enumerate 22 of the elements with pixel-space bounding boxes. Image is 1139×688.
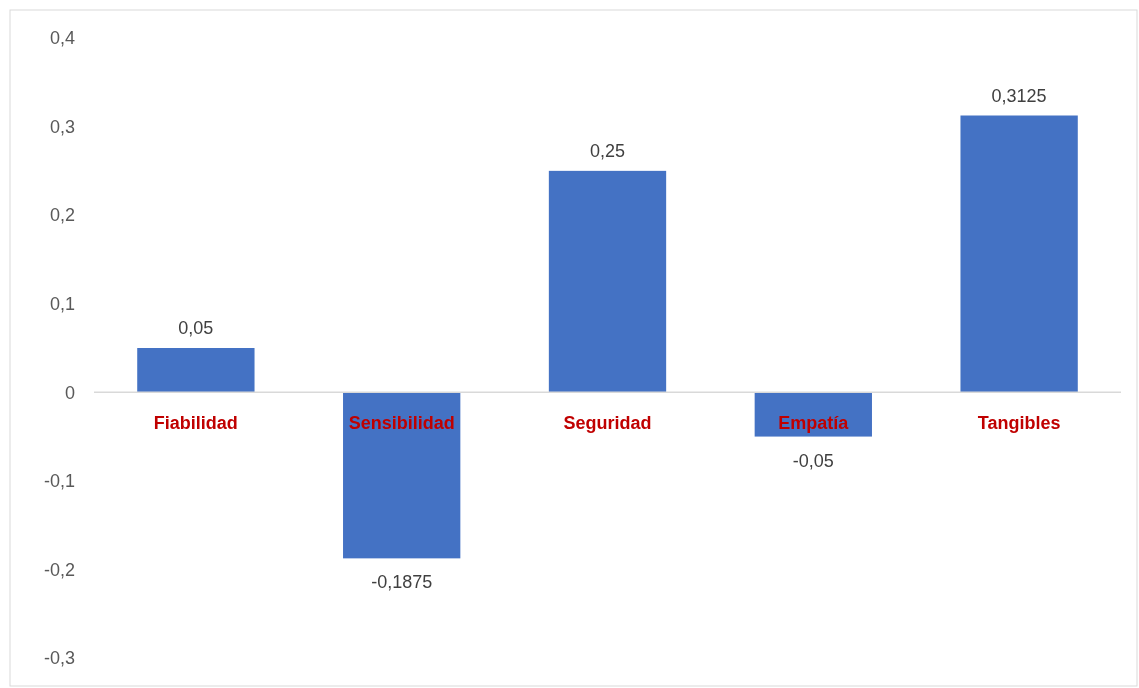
bar (960, 115, 1078, 393)
x-tick-label: Tangibles (977, 413, 1061, 434)
bar (343, 392, 461, 559)
x-tick-label: Empatía (778, 413, 850, 434)
y-tick-label: -0,2 (43, 559, 75, 580)
y-tick-label: -0,1 (43, 471, 75, 492)
x-tick-label: Seguridad (563, 413, 652, 434)
y-tick-label: -0,3 (43, 648, 75, 669)
x-tick-label: Sensibilidad (348, 413, 455, 434)
data-label: -0,1875 (371, 572, 433, 593)
data-label: -0,05 (792, 450, 834, 471)
bar (548, 170, 667, 393)
y-tick-label: 0,4 (49, 28, 75, 49)
y-tick-label: 0,2 (49, 205, 75, 226)
data-label: 0,3125 (991, 85, 1047, 106)
data-label: 0,25 (589, 140, 626, 161)
y-tick-label: 0,3 (49, 116, 75, 137)
y-tick-label: 0 (64, 382, 75, 403)
data-label: 0,05 (178, 318, 214, 338)
x-tick-label: Fiabilidad (153, 413, 238, 434)
bar (137, 348, 255, 393)
y-tick-label: 0,1 (49, 294, 75, 315)
